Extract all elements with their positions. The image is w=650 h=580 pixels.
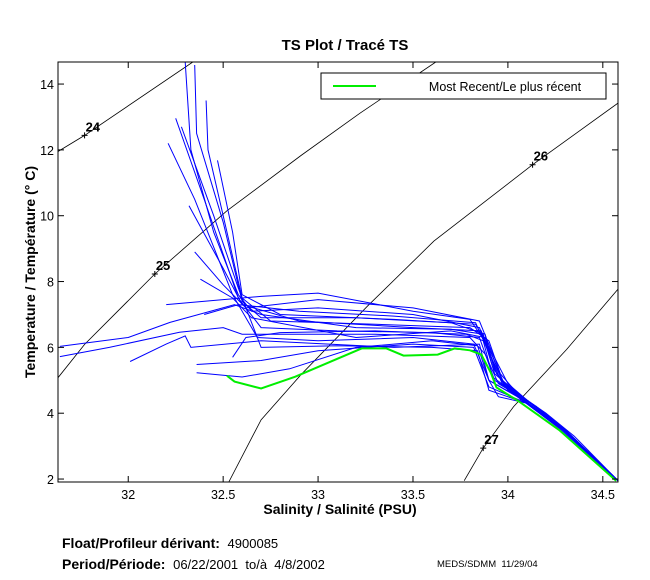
y-tick-label: 10	[40, 210, 54, 224]
profile-line-6	[217, 160, 618, 482]
profile-line-2	[194, 64, 618, 482]
float-id: 4900085	[227, 536, 279, 551]
profile-line-18	[232, 330, 618, 482]
x-tick-label: 34	[501, 488, 515, 502]
legend: Most Recent/Le plus récent	[320, 72, 607, 100]
chart-title: TS Plot / Tracé TS	[282, 37, 409, 54]
contour-label-24: 24	[86, 119, 101, 134]
credit-text: MEDS/SDMM 11/29/04	[437, 559, 538, 570]
plot-frame	[57, 61, 619, 483]
y-tick-label: 6	[47, 341, 54, 355]
profile-line-3	[205, 100, 618, 482]
x-tick-label: 32	[121, 488, 135, 502]
profile-line-12	[129, 335, 618, 482]
y-tick-label: 2	[47, 473, 54, 487]
y-tick-label: 14	[40, 78, 54, 92]
contour-marker-27	[480, 445, 487, 452]
y-tick-label: 12	[40, 144, 54, 158]
contour-label-25: 25	[156, 258, 170, 273]
profile-line-8	[194, 251, 618, 482]
profile-line-13	[196, 343, 618, 482]
contour-marker-25	[151, 270, 158, 277]
float-label: Float/Profileur dérivant:	[62, 535, 220, 551]
period-value: 06/22/2001 to/à 4/8/2002	[173, 557, 325, 572]
float-info: Float/Profileur dérivant: 4900085	[62, 535, 278, 551]
y-tick-label: 4	[47, 407, 54, 421]
x-tick-label: 32.5	[211, 488, 235, 502]
density-contour-27	[463, 288, 618, 481]
legend-label-most-recent: Most Recent/Le plus récent	[429, 80, 582, 94]
profile-line-1	[184, 62, 618, 482]
contour-marker-26	[529, 161, 536, 168]
contour-label-27: 27	[484, 432, 498, 447]
profile-line-9	[200, 278, 618, 482]
y-axis-label: Temperature / Température (° C)	[22, 166, 38, 378]
x-axis-label: Salinity / Salinité (PSU)	[263, 501, 416, 517]
profile-line-16	[180, 126, 618, 482]
density-contour-25	[58, 62, 437, 378]
x-tick-label: 33	[311, 488, 325, 502]
contour-label-26: 26	[534, 149, 548, 164]
period-label: Period/Période:	[62, 556, 166, 572]
profile-line-17	[204, 304, 618, 482]
density-contour-24	[58, 62, 194, 152]
x-tick-label: 34.5	[591, 488, 615, 502]
period-info: Period/Période: 06/22/2001 to/à 4/8/2002	[62, 556, 325, 572]
profile-line-15	[166, 292, 618, 482]
legend-box	[320, 72, 607, 100]
profile-line-11	[59, 327, 618, 482]
contour-marker-24	[81, 132, 88, 139]
y-tick-label: 8	[47, 276, 54, 290]
x-tick-label: 33.5	[401, 488, 425, 502]
profile-line-5	[167, 143, 618, 482]
most-recent-profile-line	[226, 347, 617, 482]
